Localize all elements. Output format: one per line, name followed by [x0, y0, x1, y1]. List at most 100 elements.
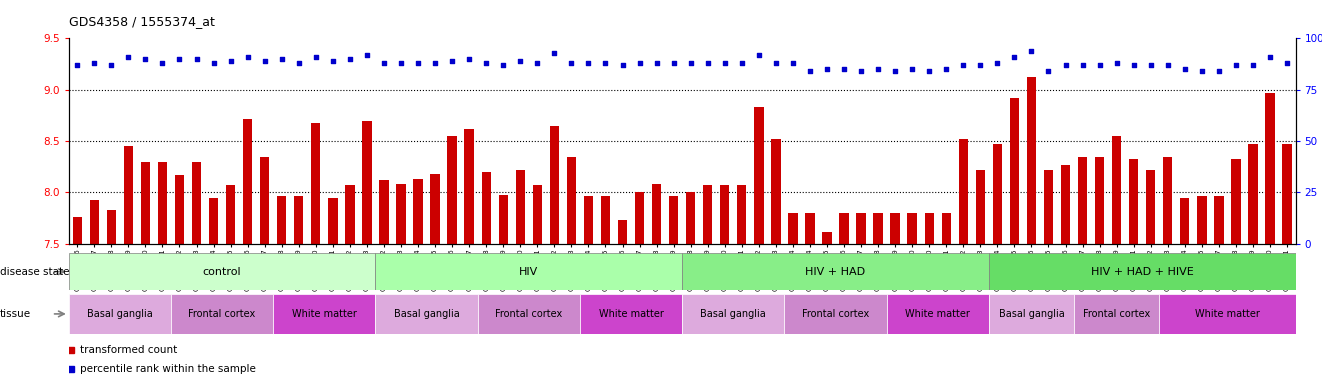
- Text: HIV + HAD + HIVE: HIV + HAD + HIVE: [1091, 266, 1194, 277]
- Bar: [567, 157, 576, 244]
- Text: White matter: White matter: [599, 309, 664, 319]
- Bar: [600, 195, 611, 244]
- Point: [526, 60, 547, 66]
- Point: [919, 68, 940, 74]
- Point: [578, 60, 599, 66]
- Text: Basal ganglia: Basal ganglia: [701, 309, 767, 319]
- Point: [1140, 62, 1161, 68]
- Point: [986, 60, 1007, 66]
- Text: White matter: White matter: [1195, 309, 1260, 319]
- Point: [561, 60, 582, 66]
- Point: [237, 54, 258, 60]
- Point: [817, 66, 838, 72]
- Bar: [260, 157, 270, 244]
- Text: transformed count: transformed count: [81, 345, 177, 356]
- Bar: [550, 126, 559, 244]
- Point: [1260, 54, 1281, 60]
- Bar: [669, 195, 678, 244]
- Bar: [1231, 159, 1240, 244]
- Bar: [293, 195, 304, 244]
- Text: Frontal cortex: Frontal cortex: [1083, 309, 1150, 319]
- Bar: [580, 294, 682, 334]
- Text: HIV: HIV: [520, 266, 538, 277]
- Point: [543, 50, 564, 56]
- Text: Frontal cortex: Frontal cortex: [802, 309, 869, 319]
- Bar: [891, 213, 900, 244]
- Bar: [635, 192, 644, 244]
- Bar: [976, 170, 985, 244]
- Bar: [464, 129, 473, 244]
- Bar: [209, 198, 218, 244]
- Point: [1107, 60, 1128, 66]
- Point: [850, 68, 871, 74]
- Bar: [1181, 198, 1190, 244]
- Point: [493, 62, 514, 68]
- Point: [424, 60, 446, 66]
- Point: [390, 60, 411, 66]
- Point: [629, 60, 650, 66]
- Bar: [1060, 165, 1071, 244]
- Bar: [784, 294, 887, 334]
- Point: [783, 60, 804, 66]
- Point: [442, 58, 463, 64]
- Point: [510, 58, 531, 64]
- Bar: [1010, 98, 1019, 244]
- Bar: [1198, 195, 1207, 244]
- Point: [152, 60, 173, 66]
- Bar: [941, 213, 951, 244]
- Point: [612, 62, 633, 68]
- Bar: [157, 162, 167, 244]
- Point: [1003, 54, 1025, 60]
- Point: [271, 56, 292, 62]
- Text: White matter: White matter: [906, 309, 970, 319]
- Bar: [379, 180, 389, 244]
- Bar: [311, 122, 320, 244]
- Bar: [278, 195, 287, 244]
- Bar: [617, 220, 627, 244]
- Point: [680, 60, 701, 66]
- Bar: [805, 213, 814, 244]
- Text: HIV + HAD: HIV + HAD: [805, 266, 866, 277]
- Bar: [477, 294, 580, 334]
- Point: [1038, 68, 1059, 74]
- Point: [1089, 62, 1110, 68]
- Bar: [1248, 144, 1257, 244]
- Bar: [69, 294, 171, 334]
- Point: [1208, 68, 1229, 74]
- Point: [135, 56, 156, 62]
- Bar: [1282, 144, 1292, 244]
- Bar: [738, 185, 747, 244]
- Bar: [447, 136, 457, 244]
- Text: Frontal cortex: Frontal cortex: [189, 309, 255, 319]
- Bar: [328, 198, 337, 244]
- Bar: [857, 213, 866, 244]
- Point: [1277, 60, 1298, 66]
- Point: [595, 60, 616, 66]
- Point: [1225, 62, 1247, 68]
- Bar: [1265, 93, 1274, 244]
- Bar: [771, 139, 780, 244]
- Point: [748, 52, 769, 58]
- Point: [953, 62, 974, 68]
- Bar: [107, 210, 116, 244]
- Bar: [397, 184, 406, 244]
- Bar: [90, 200, 99, 244]
- Point: [697, 60, 718, 66]
- Point: [902, 66, 923, 72]
- Point: [204, 60, 225, 66]
- Point: [288, 60, 309, 66]
- Point: [884, 68, 906, 74]
- Point: [323, 58, 344, 64]
- Point: [800, 68, 821, 74]
- Bar: [1044, 170, 1054, 244]
- Point: [459, 56, 480, 62]
- Bar: [274, 294, 375, 334]
- Bar: [754, 107, 764, 244]
- Point: [867, 66, 888, 72]
- Point: [646, 60, 668, 66]
- Point: [219, 58, 241, 64]
- Bar: [345, 185, 354, 244]
- Bar: [243, 119, 253, 244]
- Point: [1243, 62, 1264, 68]
- Bar: [1077, 157, 1087, 244]
